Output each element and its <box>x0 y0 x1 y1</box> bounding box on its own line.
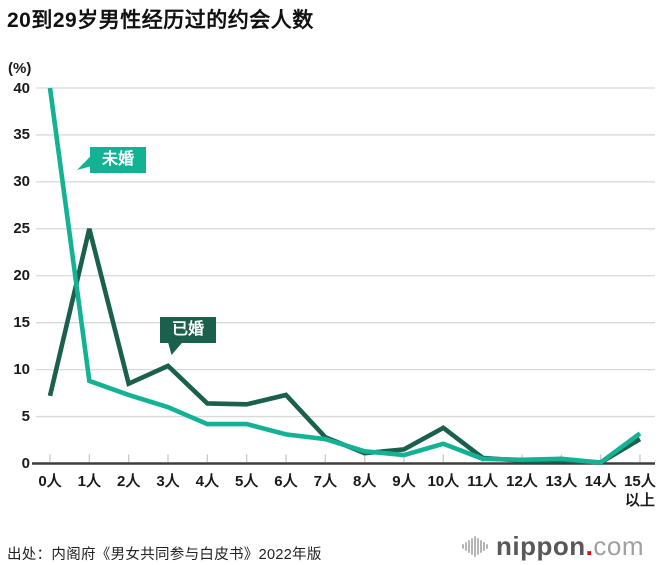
x-tick-label: 0人 <box>38 473 62 490</box>
y-tick-label: 5 <box>21 408 30 426</box>
logo-text-main: nippon <box>496 531 586 561</box>
y-tick-label: 35 <box>13 126 30 144</box>
series-label-unmarried-text: 未婚 <box>102 151 135 168</box>
x-tick-label: 3人 <box>156 473 180 490</box>
series-label-married-text: 已婚 <box>172 321 205 338</box>
x-tick-label: 11人 <box>467 473 499 490</box>
y-tick-label: 40 <box>13 79 30 97</box>
nippon-logo: nippon.com <box>462 531 644 561</box>
callout-pointer-icon <box>168 342 183 355</box>
y-axis-unit-label: (%) <box>8 60 32 77</box>
x-tick-label: 2人 <box>116 473 141 490</box>
x-tick-label: 13人 <box>545 473 578 490</box>
y-tick-label: 30 <box>13 173 30 191</box>
series-label-unmarried: 未婚 <box>77 147 147 173</box>
x-tick-label: 5人 <box>234 473 259 490</box>
x-tick-label: 1人 <box>77 473 101 490</box>
x-tick-label: 4人 <box>195 473 219 490</box>
x-tick-label: 14人 <box>584 473 617 490</box>
y-tick-label: 10 <box>13 361 30 379</box>
source-note: 出处：内阁府《男女共同参与白皮书》2022年版 <box>7 547 322 563</box>
x-tick-label: 9人 <box>392 473 416 490</box>
series-label-married: 已婚 <box>160 317 217 355</box>
x-tick-label: 15人 以上 <box>624 473 656 509</box>
x-tick-label: 12人 <box>506 473 538 490</box>
x-tick-label: 8人 <box>352 473 377 490</box>
logo-text-tld: com <box>593 531 644 561</box>
x-tick-label: 7人 <box>313 473 337 490</box>
nippon-logo-bars-icon <box>462 535 489 557</box>
y-tick-label: 15 <box>13 314 30 332</box>
y-tick-label: 0 <box>21 455 30 472</box>
logo-text-dot: . <box>585 531 594 561</box>
callout-pointer-icon <box>77 155 91 170</box>
y-tick-label: 25 <box>13 220 30 238</box>
y-tick-label: 20 <box>13 267 30 285</box>
chart-title: 20到29岁男性经历过的约会人数 <box>7 9 314 32</box>
x-tick-label: 6人 <box>274 473 298 490</box>
x-tick-label: 10人 <box>427 473 460 490</box>
